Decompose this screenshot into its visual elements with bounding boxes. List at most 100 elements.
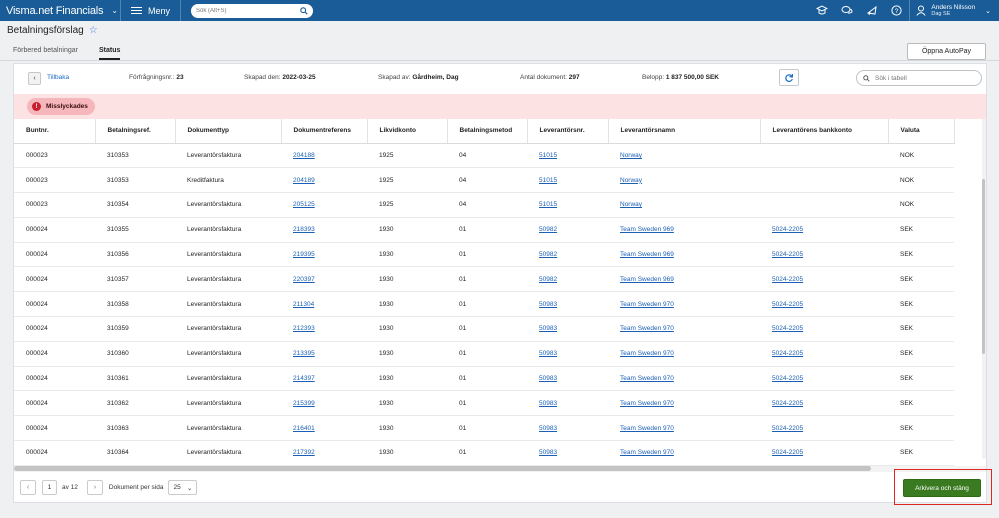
- col-supplier-name-link[interactable]: Team Sweden 970: [620, 399, 674, 407]
- col-document-ref-link[interactable]: 204188: [293, 151, 315, 159]
- table-row[interactable]: 000023 310353 Kreditfaktura 204189 1925 04 510…: [14, 167, 954, 194]
- col-supplier-number-link[interactable]: 50983: [539, 375, 558, 383]
- prev-page-button[interactable]: ‹: [20, 480, 36, 495]
- col-document-ref-link[interactable]: 214397: [293, 375, 315, 383]
- col-document-ref-link[interactable]: 216401: [293, 424, 315, 432]
- col-supplier-name-link[interactable]: Team Sweden 969: [620, 251, 674, 259]
- col-supplier-name-link[interactable]: Team Sweden 970: [620, 375, 674, 383]
- col-supplier-name-header[interactable]: Leverantörsnamn: [608, 119, 761, 144]
- archive-and-close-button[interactable]: Arkivera och stäng: [903, 479, 981, 497]
- col-document-ref-link[interactable]: 219395: [293, 251, 315, 259]
- horizontal-scrollbar[interactable]: [14, 466, 986, 472]
- col-document-ref-link[interactable]: 212393: [293, 325, 315, 333]
- table-row[interactable]: 000024 310359 Leverantörsfaktura 212393 1930…: [14, 316, 954, 342]
- col-supplier-name-link[interactable]: Team Sweden 970: [620, 300, 674, 308]
- col-document-ref-cell: 204189: [281, 167, 367, 194]
- col-supplier-name-link[interactable]: Team Sweden 970: [620, 350, 674, 358]
- per-page-select[interactable]: 25 ⌄: [168, 480, 198, 495]
- hamburger-icon: [131, 6, 142, 15]
- col-document-ref-link[interactable]: 205125: [293, 201, 315, 209]
- global-search-input[interactable]: [196, 7, 301, 14]
- col-supplier-number-link[interactable]: 50983: [539, 424, 558, 432]
- back-link[interactable]: Tillbaka: [47, 74, 70, 81]
- graduation-cap-icon[interactable]: [809, 0, 834, 21]
- col-document-ref-link[interactable]: 220397: [293, 275, 315, 283]
- search-icon[interactable]: [300, 6, 308, 15]
- col-supplier-number-link[interactable]: 50983: [539, 399, 558, 407]
- col-supplier-bank-account-link[interactable]: 5024-2205: [772, 275, 804, 283]
- col-supplier-bank-account-link[interactable]: 5024-2205: [772, 251, 804, 259]
- table-row[interactable]: 000024 310355 Leverantörsfaktura 218393 1930…: [14, 217, 954, 243]
- col-supplier-bank-account-link[interactable]: 5024-2205: [772, 350, 804, 358]
- open-autopay-button[interactable]: Öppna AutoPay: [907, 43, 986, 60]
- col-supplier-bank-account-link[interactable]: 5024-2205: [772, 399, 804, 407]
- company-switcher[interactable]: Visma.net Financials ⌄: [0, 5, 120, 17]
- table-row[interactable]: 000024 310364 Leverantörsfaktura 217392 1930…: [14, 440, 954, 466]
- col-payment-method-header[interactable]: Betalningsmetod: [447, 119, 528, 144]
- col-supplier-number-link[interactable]: 50983: [539, 350, 558, 358]
- col-supplier-bank-account-link[interactable]: 5024-2205: [772, 424, 804, 432]
- chat-icon[interactable]: [834, 0, 859, 21]
- table-row[interactable]: 000024 310360 Leverantörsfaktura 213395 1930…: [14, 341, 954, 367]
- page-number-input[interactable]: 1: [42, 480, 57, 495]
- col-supplier-number-link[interactable]: 51015: [539, 201, 558, 209]
- tab-status[interactable]: Status: [99, 47, 120, 60]
- col-supplier-bank-account-link[interactable]: 5024-2205: [772, 300, 804, 308]
- col-document-ref-link[interactable]: 204189: [293, 176, 315, 184]
- col-supplier-name-link[interactable]: Norway: [620, 151, 643, 159]
- col-supplier-number-link[interactable]: 50982: [539, 275, 558, 283]
- table-search[interactable]: [856, 70, 982, 86]
- table-row[interactable]: 000024 310358 Leverantörsfaktura 211304 1930…: [14, 291, 954, 318]
- col-supplier-bank-account-header[interactable]: Leverantörens bankkonto: [760, 119, 889, 144]
- col-supplier-number-link[interactable]: 51015: [539, 176, 558, 184]
- refresh-button[interactable]: [779, 69, 799, 86]
- col-batch-number-header[interactable]: Buntnr.: [14, 119, 96, 144]
- col-document-ref-link[interactable]: 217392: [293, 449, 315, 457]
- col-supplier-name-link[interactable]: Norway: [620, 201, 643, 209]
- col-document-ref-link[interactable]: 213395: [293, 350, 315, 358]
- table-row[interactable]: 000024 310362 Leverantörsfaktura 215399 1930…: [14, 390, 954, 417]
- table-row[interactable]: 000024 310361 Leverantörsfaktura 214397 1930…: [14, 366, 954, 392]
- col-supplier-number-link[interactable]: 51015: [539, 151, 558, 159]
- col-currency-header[interactable]: Valuta: [888, 119, 955, 144]
- col-document-ref-link[interactable]: 218393: [293, 226, 315, 234]
- help-icon[interactable]: ?: [884, 0, 909, 21]
- favorite-star-icon[interactable]: ☆: [88, 25, 98, 36]
- vertical-scrollbar[interactable]: [982, 119, 986, 459]
- col-supplier-name-link[interactable]: Team Sweden 969: [620, 275, 674, 283]
- user-menu[interactable]: Anders Nilsson Dag SE ⌄: [909, 0, 999, 21]
- next-page-button[interactable]: ›: [86, 480, 103, 495]
- col-supplier-bank-account-link[interactable]: 5024-2205: [772, 449, 804, 457]
- col-supplier-name-link[interactable]: Team Sweden 970: [620, 325, 674, 333]
- megaphone-icon[interactable]: [859, 0, 884, 21]
- col-supplier-number-link[interactable]: 50983: [539, 325, 558, 333]
- table-row[interactable]: 000023 310353 Leverantörsfaktura 204188 1925…: [14, 143, 954, 169]
- col-supplier-bank-account-link[interactable]: 5024-2205: [772, 325, 804, 333]
- col-supplier-number-link[interactable]: 50983: [539, 300, 558, 308]
- col-document-ref-header[interactable]: Dokumentreferens: [281, 119, 368, 144]
- table-row[interactable]: 000024 310363 Leverantörsfaktura 216401 1930…: [14, 415, 954, 442]
- table-search-input[interactable]: [875, 74, 975, 82]
- tab-prepare-payments[interactable]: Förbered betalningar: [13, 47, 78, 54]
- back-button[interactable]: ‹: [28, 72, 41, 85]
- col-supplier-name-link[interactable]: Team Sweden 970: [620, 449, 674, 457]
- col-payment-ref-header[interactable]: Betalningsref.: [95, 119, 176, 144]
- col-supplier-number-link[interactable]: 50982: [539, 226, 558, 234]
- table-row[interactable]: 000024 310356 Leverantörsfaktura 219395 1930…: [14, 242, 954, 268]
- col-document-ref-link[interactable]: 215399: [293, 399, 315, 407]
- table-row[interactable]: 000024 310357 Leverantörsfaktura 220397 1930…: [14, 266, 954, 293]
- global-search[interactable]: [191, 3, 314, 18]
- col-document-type-header[interactable]: Dokumenttyp: [175, 119, 282, 144]
- table-row[interactable]: 000023 310354 Leverantörsfaktura 205125 1925…: [14, 192, 954, 218]
- col-supplier-name-link[interactable]: Team Sweden 970: [620, 424, 674, 432]
- col-supplier-bank-account-link[interactable]: 5024-2205: [772, 226, 804, 234]
- col-supplier-number-link[interactable]: 50982: [539, 251, 558, 259]
- col-supplier-name-link[interactable]: Team Sweden 969: [620, 226, 674, 234]
- menu-button[interactable]: Meny: [120, 0, 182, 21]
- col-supplier-number-link[interactable]: 50983: [539, 449, 558, 457]
- col-supplier-bank-account-link[interactable]: 5024-2205: [772, 375, 804, 383]
- col-supplier-number-header[interactable]: Leverantörsnr.: [527, 119, 609, 144]
- col-document-ref-link[interactable]: 211304: [293, 300, 315, 308]
- col-cash-account-header[interactable]: Likvidkonto: [367, 119, 448, 144]
- col-supplier-name-link[interactable]: Norway: [620, 176, 643, 184]
